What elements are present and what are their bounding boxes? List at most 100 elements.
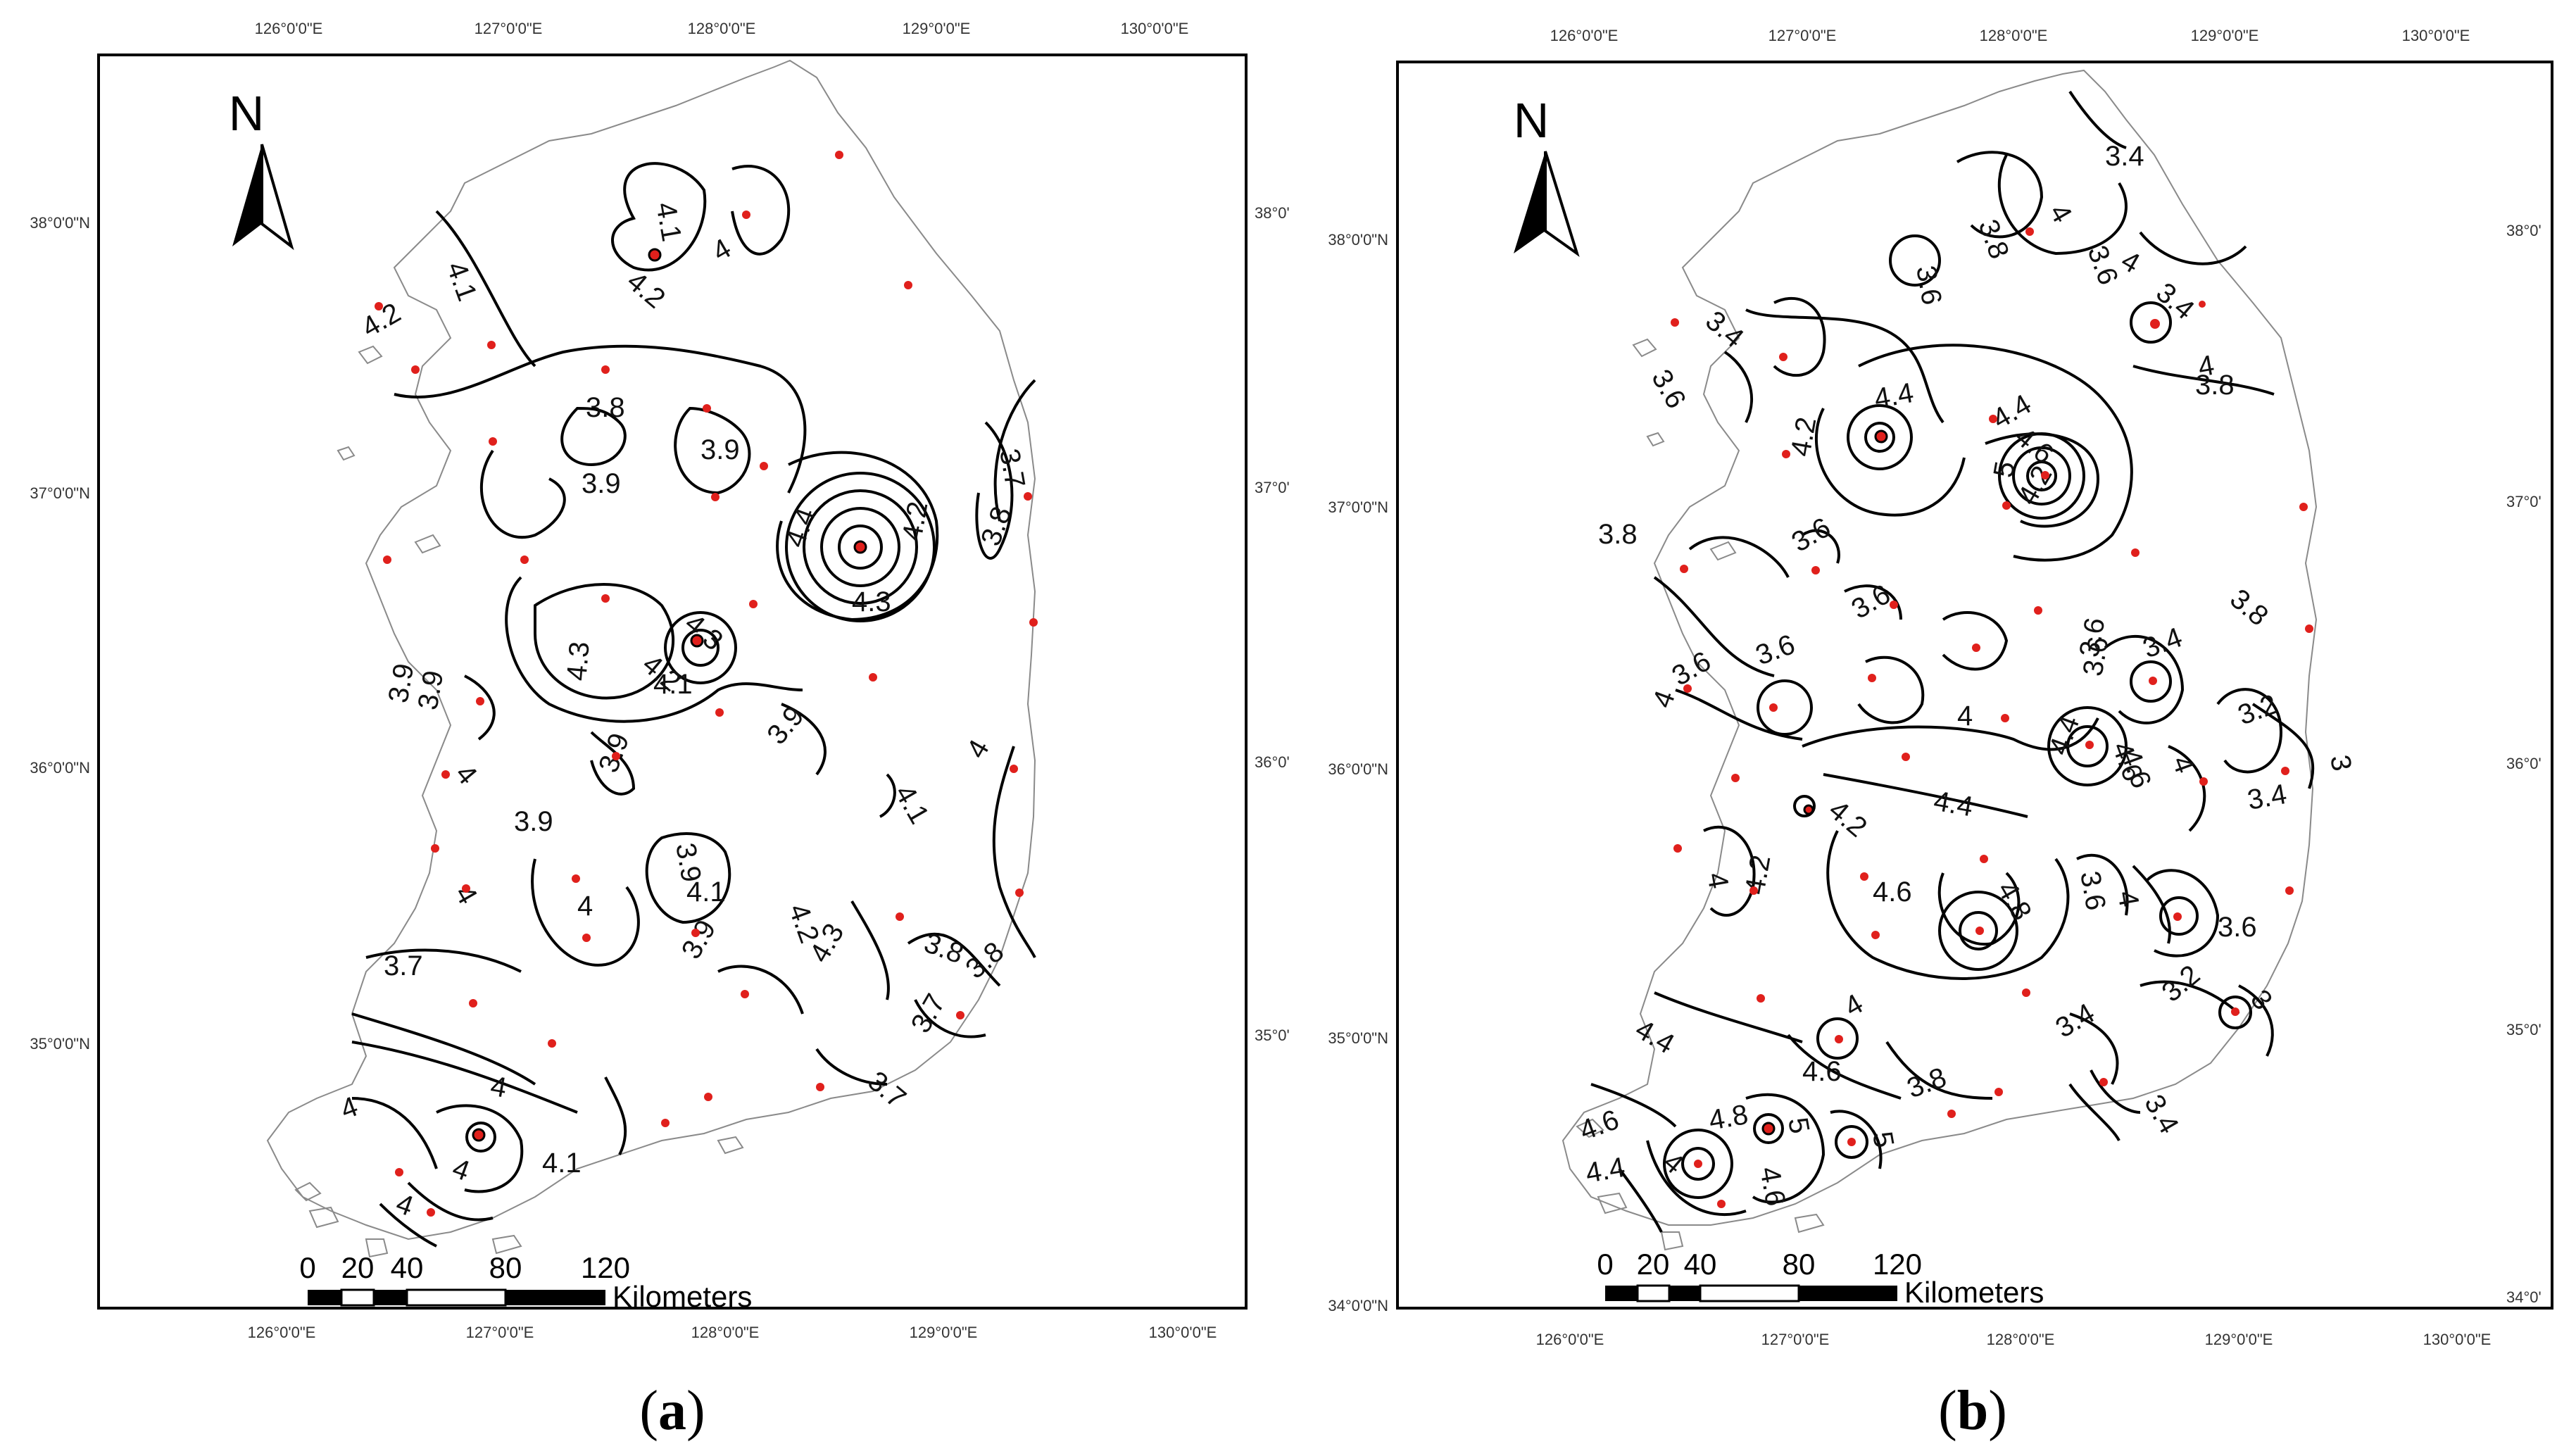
lat-tick-left: 34°0'0"N xyxy=(1328,1297,1388,1314)
station-point xyxy=(489,437,497,446)
north-arrow-a: N xyxy=(229,86,294,251)
station-point xyxy=(601,365,610,374)
station-point xyxy=(1717,1200,1726,1208)
contour-label: 3.6 xyxy=(1910,263,1947,307)
lon-tick-top: 130°0'0"E xyxy=(2402,27,2470,44)
station-point xyxy=(956,1011,965,1019)
station-point xyxy=(2281,767,2289,775)
station-point xyxy=(1731,774,1740,782)
lon-tick-bottom: 126°0'0"E xyxy=(248,1324,316,1341)
lon-tick-top: 128°0'0"E xyxy=(1980,27,2048,44)
station-point xyxy=(2149,677,2157,685)
station-point xyxy=(2034,606,2042,615)
station-point xyxy=(742,211,750,219)
station-point xyxy=(395,1168,403,1176)
station-point xyxy=(869,673,877,682)
lat-tick-right: 35°0' xyxy=(1255,1027,1290,1044)
station-point xyxy=(711,493,720,501)
scale-tick-label: 0 xyxy=(1597,1248,1613,1281)
station-point xyxy=(487,341,496,349)
station-point xyxy=(1947,1110,1956,1118)
station-point xyxy=(1902,753,1910,761)
station-point xyxy=(2131,548,2140,557)
station-point xyxy=(690,634,704,648)
station-point xyxy=(1972,643,1980,652)
lat-tick-left: 38°0'0"N xyxy=(30,214,90,232)
station-point xyxy=(1803,804,1814,815)
lat-tick-left: 36°0'0"N xyxy=(30,759,90,777)
station-point xyxy=(1860,872,1868,881)
coastline-a xyxy=(266,59,1036,1241)
station-point xyxy=(612,752,620,760)
station-point xyxy=(1890,601,1898,609)
scale-bar-a: 0 20 40 80 120 Kilometers xyxy=(299,1251,752,1313)
lat-tick-right: 37°0' xyxy=(1255,479,1290,496)
lon-tick-top: 130°0'0"E xyxy=(1121,20,1189,37)
contour-label: 4.1 xyxy=(650,200,687,244)
station-point xyxy=(1671,318,1679,327)
station-point xyxy=(572,874,580,883)
stations-a xyxy=(375,151,1038,1217)
station-point xyxy=(661,1119,670,1127)
station-point xyxy=(1779,353,1788,361)
contour-label: 3.6 xyxy=(2078,634,2115,678)
station-point xyxy=(2085,741,2094,749)
lon-ticks-top-b: 126°0'0"E 127°0'0"E 128°0'0"E 129°0'0"E … xyxy=(1550,27,2470,44)
contour-label: 3.8 xyxy=(2195,370,2235,401)
lat-ticks-right-a: 38°0' 37°0' 36°0' 35°0' xyxy=(1255,204,1290,1044)
station-point xyxy=(1029,618,1038,627)
islands-a xyxy=(294,345,744,1258)
station-point xyxy=(896,912,904,921)
lon-ticks-bottom-a: 126°0'0"E 127°0'0"E 128°0'0"E 129°0'0"E … xyxy=(248,1324,1217,1341)
lon-ticks-bottom-b: 126°0'0"E 127°0'0"E 128°0'0"E 129°0'0"E … xyxy=(1536,1331,2492,1348)
contour-label: 3.6 xyxy=(2218,912,2257,943)
north-arrow-label: N xyxy=(229,86,265,141)
station-point xyxy=(1683,684,1692,693)
scale-tick-label: 80 xyxy=(1783,1248,1816,1281)
station-point xyxy=(375,302,383,310)
station-point xyxy=(904,281,912,289)
contour-label: 3.9 xyxy=(582,468,621,499)
station-point xyxy=(2150,319,2160,329)
station-point xyxy=(2199,301,2206,308)
lon-tick-top: 129°0'0"E xyxy=(2191,27,2259,44)
station-point xyxy=(1015,889,1024,897)
lon-tick-top: 127°0'0"E xyxy=(475,20,543,37)
station-point xyxy=(1874,429,1888,444)
station-point xyxy=(476,697,484,705)
lat-ticks-right-b: 38°0' 37°0' 36°0' 35°0' 34°0' xyxy=(2506,222,2542,1306)
lat-tick-right: 38°0' xyxy=(2506,222,2542,239)
station-point xyxy=(1980,855,1988,863)
station-point xyxy=(1871,931,1880,939)
station-point xyxy=(427,1208,435,1217)
lat-tick-left: 37°0'0"N xyxy=(30,484,90,502)
lon-tick-bottom: 130°0'0"E xyxy=(1149,1324,1217,1341)
lat-ticks-left-a: 38°0'0"N 37°0'0"N 36°0'0"N 35°0'0"N xyxy=(30,214,90,1053)
lat-tick-right: 38°0' xyxy=(1255,204,1290,222)
station-point xyxy=(715,708,724,717)
contour-label: 4.3 xyxy=(852,586,891,617)
station-point xyxy=(835,151,843,159)
station-point xyxy=(1975,927,1984,935)
station-point xyxy=(749,600,758,608)
scale-tick-label: 0 xyxy=(299,1251,315,1284)
scale-tick-label: 80 xyxy=(489,1251,522,1284)
contour-label: 3.9 xyxy=(514,806,553,837)
contour-label: 4.4 xyxy=(1872,377,1916,415)
contour-label: 4.2 xyxy=(1740,853,1777,896)
scale-bar-b: 0 20 40 80 120 Kilometers xyxy=(1597,1248,2044,1309)
station-point xyxy=(2022,988,2030,997)
contour-label: 4.4 xyxy=(1931,786,1975,823)
contour-label: 4.8 xyxy=(1707,1099,1750,1136)
station-point xyxy=(1847,1138,1856,1146)
station-point xyxy=(462,884,470,893)
map-frame-b xyxy=(1396,61,2553,1310)
lat-tick-right: 36°0' xyxy=(2506,755,2542,772)
lon-ticks-top-a: 126°0'0"E 127°0'0"E 128°0'0"E 129°0'0"E … xyxy=(255,20,1189,37)
station-point xyxy=(469,999,477,1007)
north-arrow-label: N xyxy=(1514,93,1550,148)
lon-tick-top: 126°0'0"E xyxy=(1550,27,1619,44)
contour-label: 4.2 xyxy=(897,499,934,543)
station-point xyxy=(703,404,711,413)
lon-tick-bottom: 126°0'0"E xyxy=(1536,1331,1604,1348)
